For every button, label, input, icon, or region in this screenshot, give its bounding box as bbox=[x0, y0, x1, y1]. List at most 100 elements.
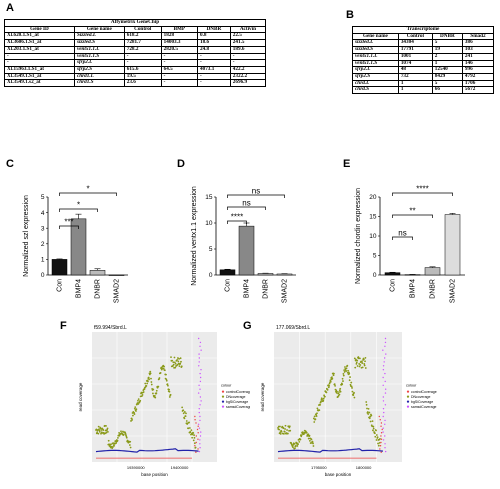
table-row: sfrp2.L 48 12540 996 bbox=[352, 66, 495, 75]
x-tick-label: BMP4 bbox=[76, 279, 83, 298]
legend-swatch bbox=[406, 395, 410, 398]
bar bbox=[238, 225, 255, 276]
y-tick-label: 10 bbox=[205, 220, 213, 227]
table-cell: 1706 bbox=[461, 79, 495, 88]
y-tick-label: 15 bbox=[369, 214, 377, 221]
coverage-points bbox=[277, 356, 381, 450]
significance-bracket bbox=[59, 225, 79, 229]
table-cell: - bbox=[123, 52, 162, 61]
bar bbox=[276, 273, 293, 276]
bar bbox=[219, 269, 236, 276]
y-tick-label: 0 bbox=[41, 272, 45, 279]
y-tick-label: 2 bbox=[41, 241, 45, 248]
legend-entry: controlCoverage bbox=[411, 390, 437, 394]
significance-bracket bbox=[227, 220, 247, 224]
baseline-line bbox=[277, 448, 384, 453]
table-cell: 4792 bbox=[461, 73, 495, 81]
transcriptome-table: Transcriptome Gene name Control DNBR Sma… bbox=[352, 26, 495, 95]
significance-bracket bbox=[227, 194, 285, 198]
x-tick-label: Con bbox=[390, 279, 397, 292]
bar bbox=[257, 273, 274, 276]
panel-letter-f: F bbox=[60, 320, 67, 332]
x-tick-label: 1795000 bbox=[311, 465, 327, 470]
baseline-line bbox=[95, 448, 199, 453]
significance-label: * bbox=[77, 201, 80, 210]
bar bbox=[51, 259, 68, 276]
y-tick-label: 3 bbox=[41, 225, 45, 232]
significance-bracket bbox=[227, 206, 266, 210]
table-cell: 8429 bbox=[431, 73, 463, 81]
legend-swatch bbox=[221, 395, 225, 398]
table-cell: 5 bbox=[431, 79, 463, 88]
table-cell: 5672 bbox=[461, 86, 495, 95]
legend-entry: DNcoverage bbox=[226, 395, 246, 399]
y-tick-label: 0 bbox=[209, 272, 213, 279]
x-tick-label: DNBR bbox=[95, 279, 102, 299]
x-axis-label: base position bbox=[141, 472, 168, 477]
table-cell: - bbox=[197, 52, 231, 61]
y-tick-label: 10 bbox=[369, 233, 377, 240]
significance-label: **** bbox=[416, 185, 428, 194]
x-tick-label: SMAD2 bbox=[114, 279, 121, 303]
coverage-points bbox=[95, 356, 197, 450]
x-axis-label: base position bbox=[325, 472, 352, 477]
significance-label: *** bbox=[64, 218, 73, 227]
table-cell: - bbox=[4, 59, 75, 68]
x-tick-label: SMAD2 bbox=[282, 279, 289, 303]
bar-chart-e: Normalized chordin expression 0 5 10 15 20 Con… bbox=[355, 185, 465, 303]
bar bbox=[444, 214, 461, 276]
y-axis-label: read coverage bbox=[78, 382, 83, 411]
legend-swatch bbox=[221, 390, 225, 393]
plot-title: f59.994/Sbrd.L bbox=[94, 325, 127, 331]
y-tick-label: 15 bbox=[205, 194, 213, 201]
table-cell: Xl.3549.1.S1_at bbox=[4, 72, 75, 81]
significance-bracket bbox=[59, 192, 117, 196]
plot-title: 177.069/Sbrd.L bbox=[276, 325, 310, 331]
table-cell: 2322.2 bbox=[229, 72, 267, 81]
panel-letter-b: B bbox=[346, 9, 354, 21]
table-cell: 23.6 bbox=[123, 79, 162, 88]
table-cell: Xl.203.1.S1_at bbox=[4, 45, 75, 54]
legend-entry: bgSiCoverage bbox=[226, 400, 248, 404]
legend-swatch bbox=[406, 400, 410, 403]
legend-entry: DNcoverage bbox=[411, 395, 431, 399]
bar-chart-c: Normalized szl expression 0 1 2 3 4 5 Con BMP4 DN… bbox=[23, 185, 128, 303]
panel-letter-e: E bbox=[343, 158, 351, 170]
table-cell: 1 bbox=[397, 79, 433, 88]
x-tick-label: 1800000 bbox=[356, 465, 372, 470]
legend-entry: bgSiCoverage bbox=[411, 400, 433, 404]
coverage-plot-f: f59.994/Sbrd.L base position read coverage… bbox=[78, 325, 250, 477]
table-cell: 728.2 bbox=[123, 45, 162, 54]
table-cell: 64.5 bbox=[160, 66, 199, 74]
x-tick-label: 19400000 bbox=[171, 465, 190, 470]
significance-bracket bbox=[392, 236, 413, 240]
table-cell: 4073.1 bbox=[197, 66, 231, 74]
legend-swatch bbox=[221, 405, 225, 408]
x-tick-label: DNBR bbox=[263, 279, 270, 299]
table-cell: - bbox=[160, 72, 199, 81]
bar bbox=[89, 270, 106, 276]
table-cell: 422.2 bbox=[229, 66, 267, 74]
table-cell: 12540 bbox=[431, 66, 463, 75]
x-tick-label: SMAD2 bbox=[450, 279, 457, 303]
table-cell: 2820.5 bbox=[160, 45, 199, 54]
x-tick-label: DNBR bbox=[430, 279, 437, 299]
significance-label: ns bbox=[252, 187, 260, 196]
spike-points bbox=[194, 337, 202, 453]
y-axis-label: read coverage bbox=[260, 382, 265, 411]
table-cell: - bbox=[229, 59, 267, 68]
table-cell: 996 bbox=[461, 66, 495, 75]
table-cell: Xl.15963.1.S1_at bbox=[4, 66, 75, 74]
panel-letter-g: G bbox=[243, 320, 252, 332]
x-tick-label: BMP4 bbox=[410, 279, 417, 298]
table-cell: - bbox=[160, 59, 199, 68]
y-tick-label: 4 bbox=[41, 210, 45, 217]
legend-entry: controlCoverage bbox=[226, 390, 250, 394]
legend-entry: samsdCoverage bbox=[226, 405, 250, 409]
table-row: ventx1.1.S 1074 1 146 bbox=[352, 59, 495, 68]
table-cell: 146 bbox=[461, 59, 495, 68]
panel-letter-a: A bbox=[6, 2, 14, 14]
significance-label: ** bbox=[409, 207, 415, 216]
y-axis-label: Normalized ventx1.1 expression bbox=[191, 186, 198, 286]
table-row: sfrp2.S 732 8429 4792 bbox=[352, 73, 495, 81]
